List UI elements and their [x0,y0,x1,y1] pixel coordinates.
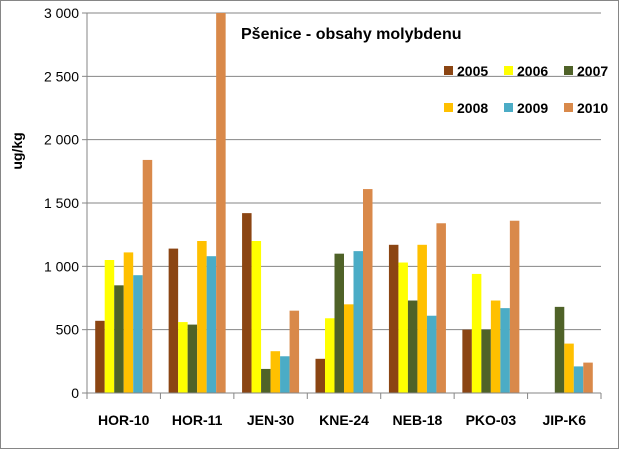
bar-pko-03-2006 [471,273,482,393]
y-axis-title: ug/kg [9,132,25,169]
bar-pko-03-2009 [500,308,510,393]
category-labels: HOR-10 HOR-11 JEN-30 KNE-24 NEB-18 PKO-03 JIP-… [98,412,586,428]
legend-swatch-2008 [444,103,453,112]
chart-title: Pšenice - obsahy molybdenu [241,26,462,43]
bar-neb-18-2009 [426,315,437,393]
bar-hor-11-2008 [197,241,207,393]
bar-kne-24-2008 [344,304,354,393]
bar-hor-10-2008 [123,252,134,393]
bar-jip-k6-2009 [573,366,584,393]
bar-jen-30-2006 [251,241,262,393]
bar-kne-24-2007 [334,253,344,393]
bar-hor-11-2005 [168,248,179,393]
y-tick-label: 1 000 [44,258,79,274]
bar-hor-10-2009 [133,275,143,393]
legend-swatch-2006 [504,66,513,75]
bar-jip-k6-2008 [564,343,574,393]
category-label: KNE-24 [319,412,369,428]
bar-pko-03-2010 [509,220,520,393]
bar-hor-10-2005 [95,320,105,393]
bar-hor-10-2007 [114,285,124,393]
bar-hor-11-2006 [178,322,188,393]
bar-jip-k6-2010 [583,362,593,393]
bar-hor-11-2007 [187,324,198,393]
bars [95,13,593,393]
legend-swatch-2009 [504,103,513,112]
bar-jen-30-2007 [261,368,271,393]
legend-label-2005: 2005 [457,63,488,79]
bar-pko-03-2005 [462,329,472,393]
legend-label-2008: 2008 [457,100,488,116]
bar-hor-10-2006 [104,260,115,393]
bar-neb-18-2010 [436,223,446,393]
bar-neb-18-2007 [407,300,418,393]
category-label: PKO-03 [466,412,517,428]
legend-label-2010: 2010 [577,100,608,116]
bar-kne-24-2006 [325,318,335,393]
y-tick-label: 1 500 [44,195,79,211]
legend-swatch-2007 [564,66,573,75]
bar-kne-24-2005 [315,358,325,393]
legend-swatch-2005 [444,66,453,75]
bar-jip-k6-2007 [554,306,565,393]
category-label: HOR-10 [98,412,150,428]
bar-hor-10-2010 [142,159,153,393]
y-tick-label: 500 [56,322,80,338]
bar-hor-11-2009 [206,256,217,393]
bar-jen-30-2010 [289,310,300,393]
bar-jen-30-2008 [270,351,281,393]
legend-label-2006: 2006 [517,63,548,79]
y-tick-label: 0 [71,385,79,401]
legend-swatch-2010 [564,103,573,112]
bar-kne-24-2010 [363,189,373,393]
category-label: NEB-18 [393,412,443,428]
bar-neb-18-2006 [398,262,408,393]
y-tick-label: 2 000 [44,132,79,148]
category-label: HOR-11 [172,412,223,428]
category-label: JEN-30 [247,412,295,428]
bar-neb-18-2008 [417,244,427,393]
y-tick-labels: 0 500 1 000 1 500 2 000 2 500 3 000 [44,5,79,401]
bar-jen-30-2005 [242,213,252,393]
bar-neb-18-2005 [388,244,399,393]
y-tick-label: 2 500 [44,68,79,84]
legend-label-2009: 2009 [517,100,548,116]
category-label: JIP-K6 [543,412,587,428]
axes [86,13,602,399]
bar-jen-30-2009 [280,356,290,393]
legend-label-2007: 2007 [577,63,608,79]
bar-hor-11-2010 [216,13,226,393]
legend: 2005 2006 2007 2008 2009 2010 [444,63,608,116]
bar-kne-24-2009 [353,251,363,393]
bar-pko-03-2007 [481,329,491,393]
y-tick-label: 3 000 [44,5,79,21]
bar-pko-03-2008 [490,300,501,393]
